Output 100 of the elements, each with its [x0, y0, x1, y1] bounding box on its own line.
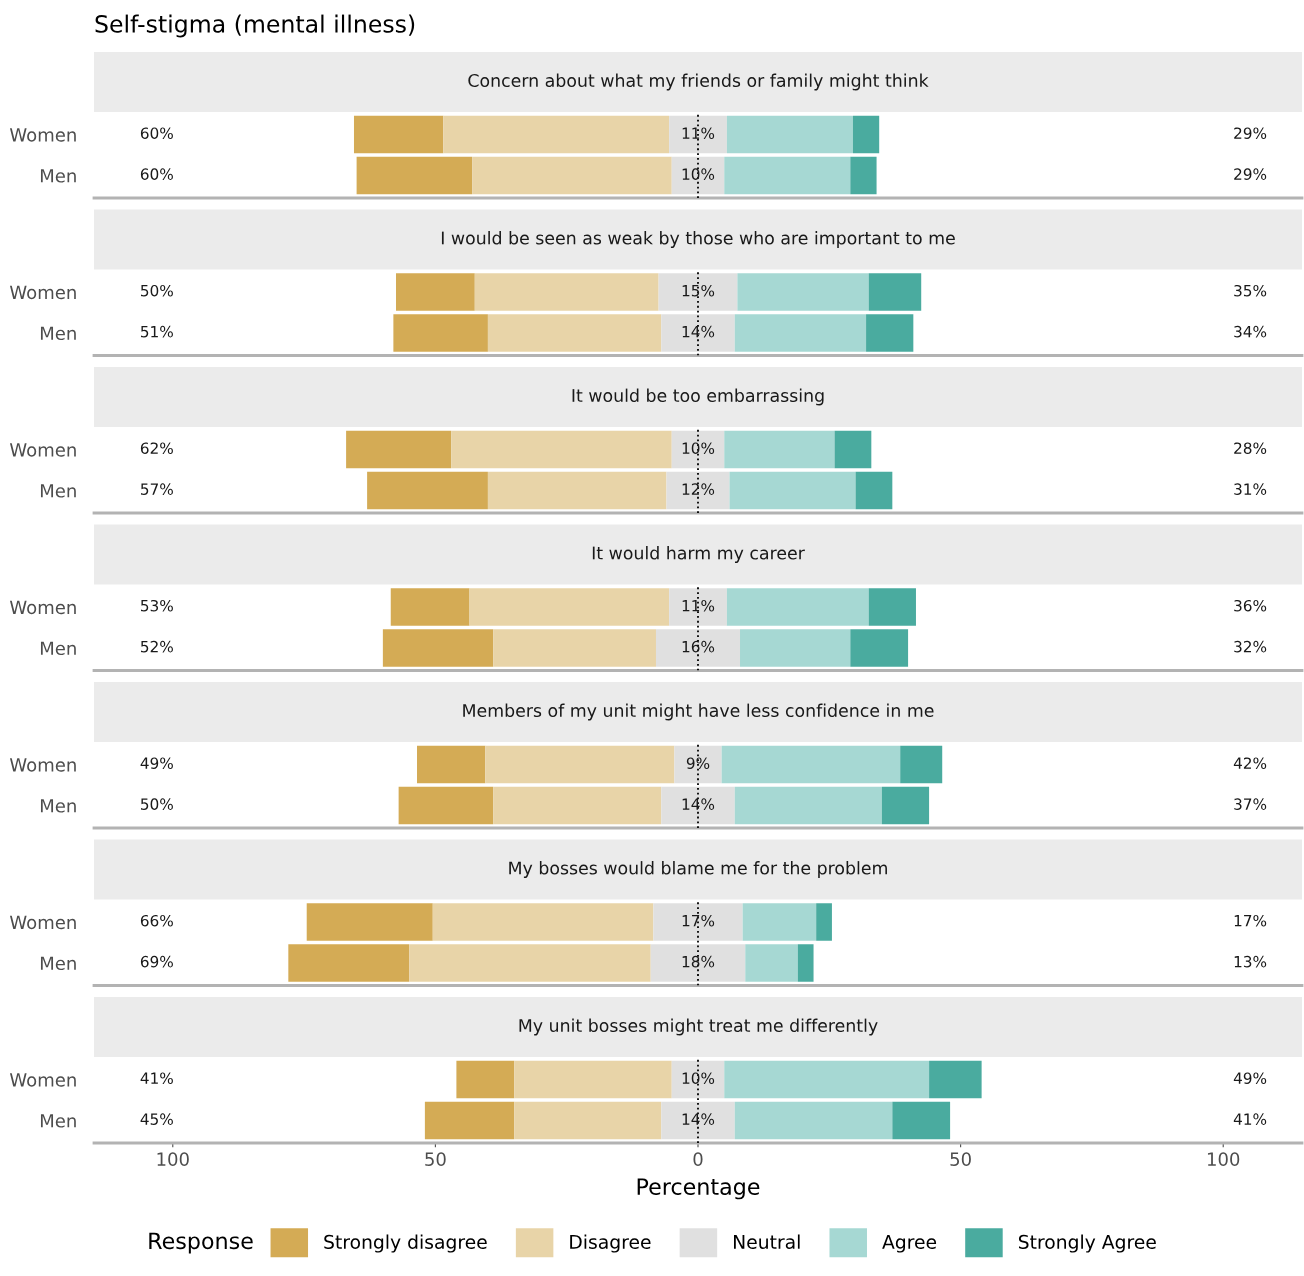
bar [424, 1101, 515, 1140]
bar [288, 944, 410, 982]
bar [737, 273, 869, 311]
annotation: 41% [140, 1072, 173, 1084]
bar [868, 588, 916, 626]
bar [346, 430, 452, 469]
legend-label: Strongly Agree [1018, 1234, 1156, 1253]
bar [661, 786, 735, 825]
bar [393, 314, 488, 352]
bar [487, 314, 662, 352]
bar [850, 629, 909, 667]
bar [726, 588, 869, 626]
annotation: 35% [1234, 284, 1267, 297]
y-tick-label: Men [40, 326, 76, 341]
bar [661, 1101, 735, 1140]
bar [745, 944, 798, 982]
annotation: 32% [1234, 640, 1267, 653]
chart-title: It would be too embarrassing [572, 388, 824, 406]
bar [493, 786, 662, 825]
bar [306, 903, 433, 941]
annotation: 50% [141, 284, 173, 297]
bar [671, 1060, 725, 1099]
bar [734, 314, 867, 352]
bar [353, 115, 444, 154]
bar [852, 115, 880, 154]
y-tick-label: Men [40, 799, 76, 813]
data-label: 18% [682, 955, 715, 968]
bar [892, 1101, 951, 1140]
bar [396, 273, 475, 311]
y-tick-label: Women [9, 443, 76, 457]
bar [671, 156, 725, 195]
annotation: 50% [141, 798, 173, 810]
annotation: 31% [1234, 483, 1267, 495]
annotation: 45% [140, 1113, 173, 1125]
legend-title: Response [149, 1232, 253, 1254]
data-label: 10% [682, 168, 715, 180]
bar [661, 314, 735, 352]
bar [724, 430, 835, 469]
annotation: 62% [140, 442, 173, 454]
bar [487, 471, 667, 510]
bar [382, 629, 494, 667]
bar [855, 471, 893, 510]
data-label: 14% [682, 798, 715, 810]
data-label: 11% [682, 127, 715, 139]
bar [398, 786, 494, 825]
bar [866, 314, 914, 352]
annotation: 37% [1234, 798, 1267, 810]
bar [493, 629, 656, 667]
bar [367, 471, 488, 510]
y-tick-label: Women [9, 600, 76, 615]
bar [881, 786, 930, 825]
bar [868, 273, 922, 311]
bar [797, 944, 814, 982]
bar [726, 115, 853, 154]
bar [456, 1060, 515, 1099]
bar [742, 903, 817, 941]
data-label: 17% [682, 914, 715, 927]
annotation: 66% [140, 914, 173, 927]
data-label: 9% [686, 757, 710, 769]
bar [721, 745, 901, 784]
bar [669, 588, 727, 626]
bar [929, 1060, 982, 1099]
data-label: 14% [682, 1113, 715, 1125]
y-tick-label: Men [40, 1114, 76, 1128]
annotation: 29% [1234, 127, 1267, 139]
bar [417, 745, 486, 784]
y-tick-label: Women [9, 1073, 76, 1087]
annotation: 69% [140, 955, 173, 968]
chart-title: Members of my unit might have less confidence in me [463, 703, 934, 721]
annotation: 60% [140, 168, 173, 180]
annotation: 13% [1234, 955, 1267, 968]
y-tick-label: Men [40, 169, 76, 183]
bar [655, 629, 741, 667]
y-tick-label: Men [40, 641, 76, 656]
bar [485, 745, 675, 784]
annotation: 60% [140, 127, 173, 139]
y-tick-label: Men [40, 484, 76, 498]
legend-label: Strongly disagree [324, 1234, 487, 1253]
y-tick-label: Women [9, 285, 76, 300]
bar [443, 115, 670, 154]
annotation: 36% [1234, 599, 1267, 612]
chart-title: My bosses would blame me for the problem [509, 861, 887, 878]
bar [734, 786, 882, 825]
legend-label: Agree [882, 1235, 937, 1253]
data-label: 14% [682, 325, 715, 338]
data-label: 16% [682, 640, 715, 653]
bar [409, 944, 651, 982]
data-label: 11% [682, 599, 715, 612]
bar [658, 273, 738, 311]
x-tick-label: 100 [157, 1152, 189, 1166]
bar [472, 156, 672, 195]
bar [734, 1101, 893, 1140]
data-label: 10% [682, 1072, 715, 1084]
bar [514, 1101, 662, 1140]
chart-title: My unit bosses might treat me differently [519, 1018, 878, 1036]
bar [900, 745, 943, 784]
bar [850, 156, 877, 195]
bar [674, 745, 722, 784]
annotation: 42% [1233, 757, 1267, 769]
chart-title: I would be seen as weak by those who are important to me [441, 231, 955, 248]
